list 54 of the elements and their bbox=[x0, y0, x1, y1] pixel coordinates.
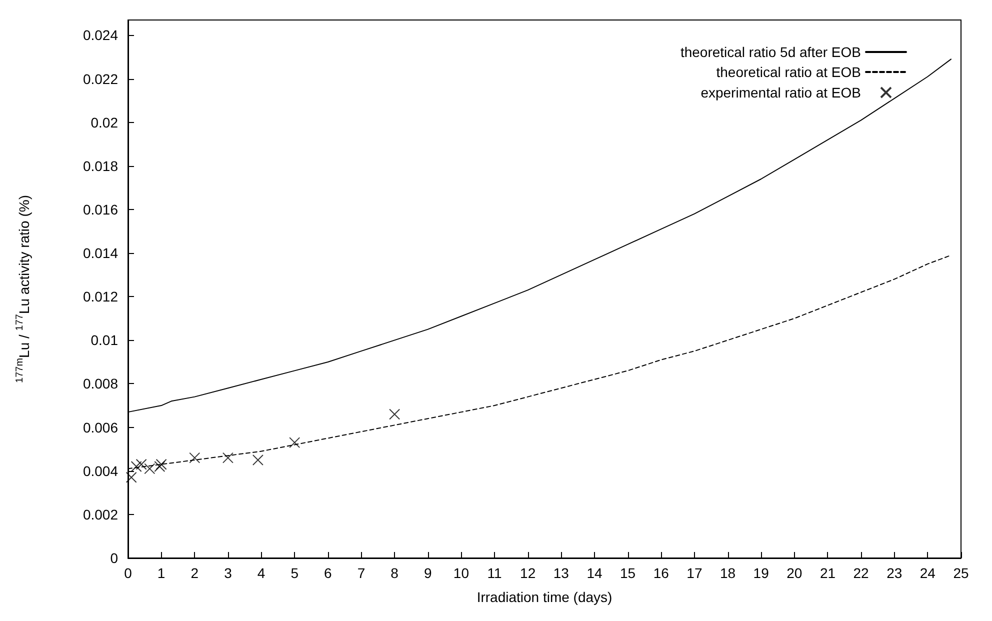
point bbox=[130, 461, 142, 472]
y-tick-label: 0.002 bbox=[82, 506, 118, 522]
x-axis-title: Irradiation time (days) bbox=[476, 589, 612, 605]
x-tick-label: 2 bbox=[190, 565, 199, 581]
point bbox=[252, 454, 264, 466]
y-tick-label: 0.004 bbox=[82, 462, 118, 479]
legend-label: theoretical ratio at EOB bbox=[716, 64, 861, 80]
x-tick-label: 18 bbox=[720, 565, 736, 581]
y-tick-label: 0.01 bbox=[90, 332, 118, 348]
y-tick-label: 0.006 bbox=[82, 419, 118, 436]
y-tick-label: 0.016 bbox=[82, 202, 118, 218]
x-tick-label: 11 bbox=[487, 565, 502, 581]
y-tick-label: 0.008 bbox=[82, 376, 118, 392]
y-tick-label: 0.02 bbox=[90, 114, 118, 130]
x-tick-label: 12 bbox=[520, 565, 536, 581]
point bbox=[289, 437, 300, 448]
x-tick-label: 4 bbox=[257, 565, 266, 581]
legend-label: experimental ratio at EOB bbox=[700, 84, 861, 100]
legend-label: theoretical ratio 5d after EOB bbox=[680, 44, 861, 60]
x-tick-label: 15 bbox=[620, 565, 636, 581]
x-tick-label: 23 bbox=[886, 565, 902, 581]
point bbox=[154, 461, 166, 472]
point bbox=[156, 458, 167, 470]
x-tick-label: 10 bbox=[453, 565, 470, 581]
y-tick-label: 0.014 bbox=[82, 245, 118, 262]
x-tick-label: 13 bbox=[553, 565, 570, 581]
point bbox=[189, 452, 200, 464]
x-tick-label: 14 bbox=[586, 565, 602, 581]
y-tick-label: 0 bbox=[110, 550, 118, 566]
x-tick-label: 24 bbox=[920, 565, 936, 581]
x-tick-label: 20 bbox=[786, 565, 802, 581]
x-tick-label: 16 bbox=[653, 565, 670, 581]
point bbox=[144, 463, 156, 474]
x-tick-label: 21 bbox=[820, 565, 836, 581]
x-tick-label: 9 bbox=[424, 565, 432, 581]
x-tick-label: 1 bbox=[157, 565, 166, 581]
x-tick-label: 6 bbox=[324, 565, 332, 581]
y-tick-label: 0.012 bbox=[82, 288, 118, 305]
y-axis-title: 177mLu / 177Lu activity ratio (%) bbox=[14, 195, 32, 383]
x-tick-label: 0 bbox=[124, 565, 132, 581]
x-tick-label: 17 bbox=[686, 565, 702, 581]
x-tick-label: 8 bbox=[390, 565, 399, 581]
y-tick-label: 0.018 bbox=[82, 158, 118, 174]
y-tick-label: 0.024 bbox=[82, 27, 118, 44]
point bbox=[136, 458, 147, 470]
point bbox=[389, 408, 400, 420]
point bbox=[222, 452, 234, 464]
x-tick-label: 22 bbox=[853, 565, 870, 581]
x-tick-label: 3 bbox=[224, 565, 232, 581]
x-tick-label: 5 bbox=[290, 565, 299, 581]
x-tick-label: 7 bbox=[357, 565, 366, 581]
x-tick-label: 19 bbox=[753, 565, 770, 581]
x-tick-label: 25 bbox=[953, 565, 969, 581]
y-tick-label: 0.022 bbox=[82, 70, 118, 87]
